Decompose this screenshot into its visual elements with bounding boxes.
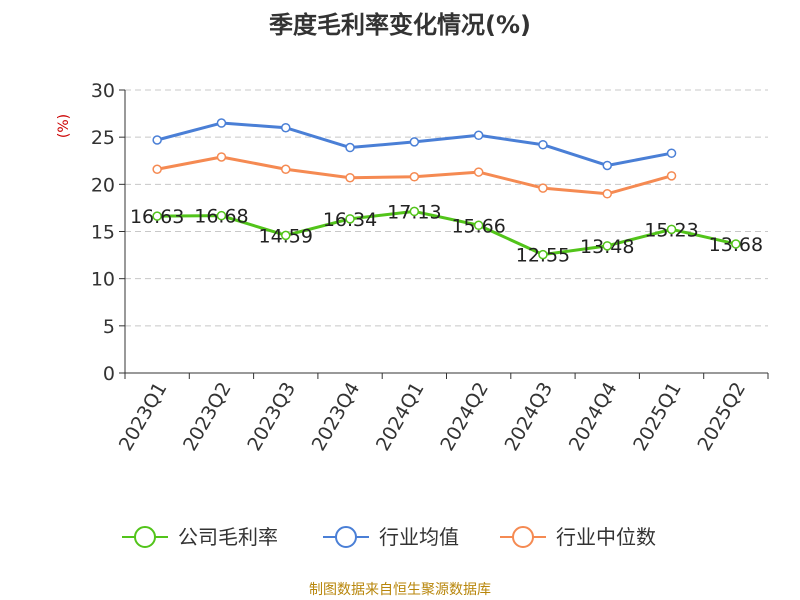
- data-point: [666, 171, 677, 181]
- data-point: [345, 172, 355, 183]
- x-tick-label: 2023Q3: [243, 379, 300, 455]
- x-tick-label: 2023Q4: [308, 379, 365, 455]
- y-tick-label: 5: [103, 316, 115, 338]
- legend-item: 行业均值: [323, 525, 459, 549]
- data-point: [216, 152, 227, 162]
- data-label: 14.59: [259, 225, 313, 247]
- data-label: 17.13: [387, 201, 441, 223]
- legend-label: 公司毛利率: [178, 525, 278, 549]
- legend-item: 行业中位数: [500, 525, 656, 549]
- y-axis-ticks: 0 5 10 15 20 25 30: [91, 80, 125, 385]
- data-point: [731, 239, 741, 249]
- data-label: 16.63: [130, 206, 184, 228]
- legend-marker: [512, 526, 534, 548]
- data-label: 15.23: [644, 219, 698, 241]
- legend-item: 公司毛利率: [122, 525, 278, 549]
- y-tick-label: 25: [91, 127, 115, 149]
- x-tick-label: 2024Q2: [436, 379, 493, 455]
- data-point: [152, 164, 162, 174]
- legend-marker: [134, 526, 156, 548]
- x-tick-label: 2024Q3: [501, 379, 558, 455]
- data-point: [538, 249, 548, 260]
- data-point: [152, 211, 162, 221]
- x-tick-label: 2024Q4: [565, 379, 622, 455]
- x-tick-label: 2024Q1: [372, 379, 429, 455]
- data-point: [409, 137, 420, 147]
- data-point: [602, 189, 612, 199]
- data-point: [473, 130, 484, 141]
- data-point: [666, 148, 677, 158]
- data-point: [409, 206, 420, 217]
- y-tick-label: 0: [103, 363, 115, 385]
- data-point: [345, 142, 355, 153]
- x-tick-label: 2023Q1: [115, 379, 172, 455]
- data-label: 12.55: [516, 245, 570, 267]
- y-tick-label: 15: [91, 222, 115, 244]
- data-label: 13.48: [580, 236, 634, 258]
- data-point: [281, 122, 291, 133]
- y-tick-label: 20: [91, 174, 115, 196]
- legend: 公司毛利率 行业均值 行业中位数: [122, 525, 656, 549]
- data-labels: 16.63 16.68 14.59 16.34 17.13 15.66 12.55 13.48…: [130, 201, 763, 266]
- y-axis-label: (%): [56, 114, 72, 138]
- y-tick-label: 30: [91, 80, 115, 102]
- data-label: 16.34: [323, 209, 377, 231]
- data-point: [538, 183, 548, 193]
- data-point: [473, 167, 484, 177]
- series-group: [152, 118, 741, 260]
- data-point: [345, 214, 355, 224]
- legend-label: 行业均值: [379, 525, 459, 549]
- data-point: [152, 135, 162, 145]
- x-tick-label: 2025Q1: [629, 379, 686, 455]
- data-label: 13.68: [709, 234, 763, 256]
- data-point: [216, 118, 227, 128]
- data-point: [602, 241, 612, 251]
- data-point: [281, 164, 291, 174]
- legend-label: 行业中位数: [556, 525, 656, 549]
- data-label: 15.66: [451, 215, 505, 237]
- y-tick-label: 10: [91, 269, 115, 291]
- x-axis-ticks: 2023Q1 2023Q2 2023Q3 2023Q4 2024Q1 2024Q2 2024…: [115, 373, 769, 455]
- data-label: 16.68: [194, 206, 248, 228]
- data-point: [538, 139, 548, 150]
- data-point: [602, 160, 612, 171]
- data-point: [216, 210, 227, 221]
- x-tick-label: 2023Q2: [179, 379, 236, 455]
- data-point: [409, 172, 420, 182]
- x-tick-label: 2025Q2: [693, 379, 750, 455]
- legend-marker: [335, 526, 357, 548]
- source-note: 制图数据来自恒生聚源数据库: [309, 582, 491, 598]
- chart-title: 季度毛利率变化情况(%): [269, 11, 531, 39]
- series-line-0: [157, 209, 737, 257]
- data-point: [473, 220, 484, 231]
- data-point: [666, 224, 677, 235]
- data-point: [281, 230, 291, 241]
